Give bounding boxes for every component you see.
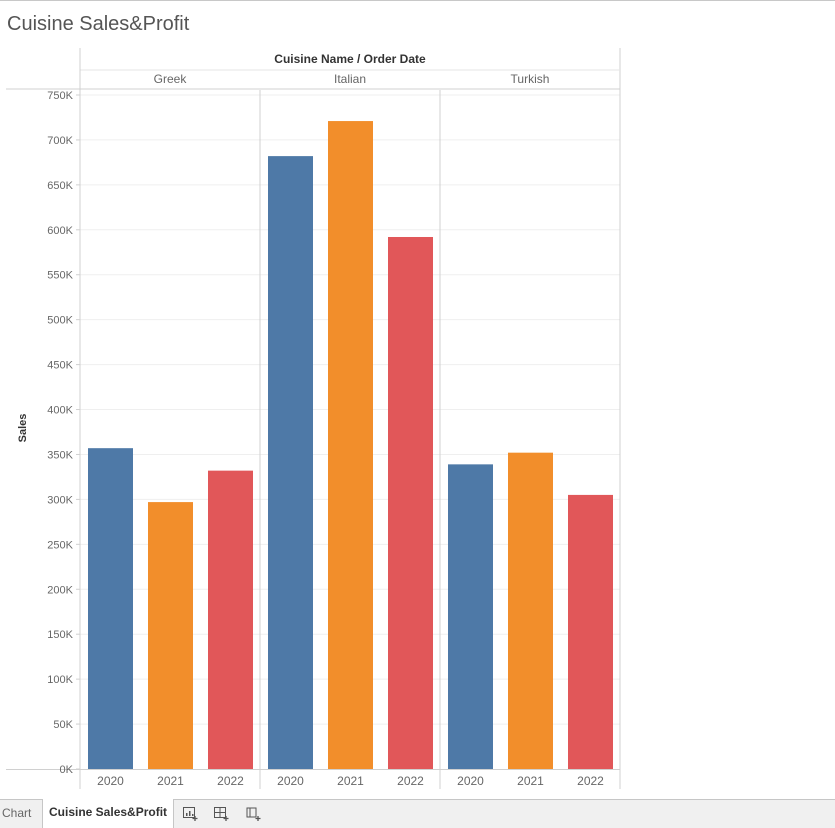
x-tick-label: 2020	[457, 774, 484, 788]
y-tick-label: 600K	[47, 225, 73, 237]
sheet-title: Cuisine Sales&Profit	[7, 13, 190, 35]
y-tick-label: 700K	[47, 135, 73, 147]
x-tick-label: 2022	[217, 774, 244, 788]
x-tick-label: 2022	[577, 774, 604, 788]
y-tick-label: 750K	[47, 90, 73, 102]
y-tick-label: 450K	[47, 360, 73, 372]
tab-chart[interactable]: Chart	[2, 806, 32, 820]
header-title: Cuisine Name / Order Date	[274, 52, 426, 66]
bar-italian-2022	[388, 236, 433, 770]
sheet-tab-bar: Chart Cuisine Sales&Profit	[0, 799, 835, 828]
y-tick-label: 350K	[47, 449, 73, 461]
bar-turkish-2021	[508, 452, 553, 769]
bar-turkish-2020	[448, 464, 493, 769]
y-tick-label: 100K	[47, 674, 73, 686]
y-tick-label: 400K	[47, 405, 73, 417]
x-tick-label: 2022	[397, 774, 424, 788]
y-tick-label: 200K	[47, 584, 73, 596]
bar-turkish-2022	[568, 494, 613, 769]
y-tick-label: 150K	[47, 629, 73, 641]
bar-greek-2020	[88, 448, 133, 769]
bar-chart[interactable]: Cuisine Name / Order Date 0K 50K 100K 150K 20…	[0, 0, 835, 800]
new-worksheet-button[interactable]	[182, 806, 200, 822]
y-tick-label: 500K	[47, 315, 73, 327]
new-dashboard-button[interactable]	[213, 806, 231, 822]
x-tick-label: 2021	[517, 774, 544, 788]
new-dashboard-icon	[214, 807, 229, 821]
y-tick-label: 250K	[47, 539, 73, 551]
y-tick-label: 0K	[60, 764, 74, 776]
bar-italian-2020	[268, 156, 313, 770]
pane-header-greek: Greek	[154, 72, 188, 86]
x-tick-label: 2021	[157, 774, 184, 788]
bar-greek-2021	[148, 502, 193, 769]
top-border	[0, 0, 835, 1]
y-axis-title: Sales	[17, 414, 29, 443]
pane-header-turkish: Turkish	[511, 72, 550, 86]
x-tick-label: 2020	[97, 774, 124, 788]
bar-italian-2021	[328, 121, 373, 769]
x-tick-label: 2020	[277, 774, 304, 788]
pane-header-italian: Italian	[334, 72, 366, 86]
y-tick-label: 50K	[53, 719, 73, 731]
new-story-button[interactable]	[245, 806, 263, 822]
y-tick-label: 550K	[47, 270, 73, 282]
new-story-icon	[246, 807, 261, 821]
bar-greek-2022	[208, 470, 253, 769]
x-tick-label: 2021	[337, 774, 364, 788]
new-worksheet-icon	[183, 807, 198, 821]
y-tick-label: 650K	[47, 180, 73, 192]
tab-cuisine-sales-profit[interactable]: Cuisine Sales&Profit	[42, 799, 175, 828]
y-tick-label: 300K	[47, 494, 73, 506]
